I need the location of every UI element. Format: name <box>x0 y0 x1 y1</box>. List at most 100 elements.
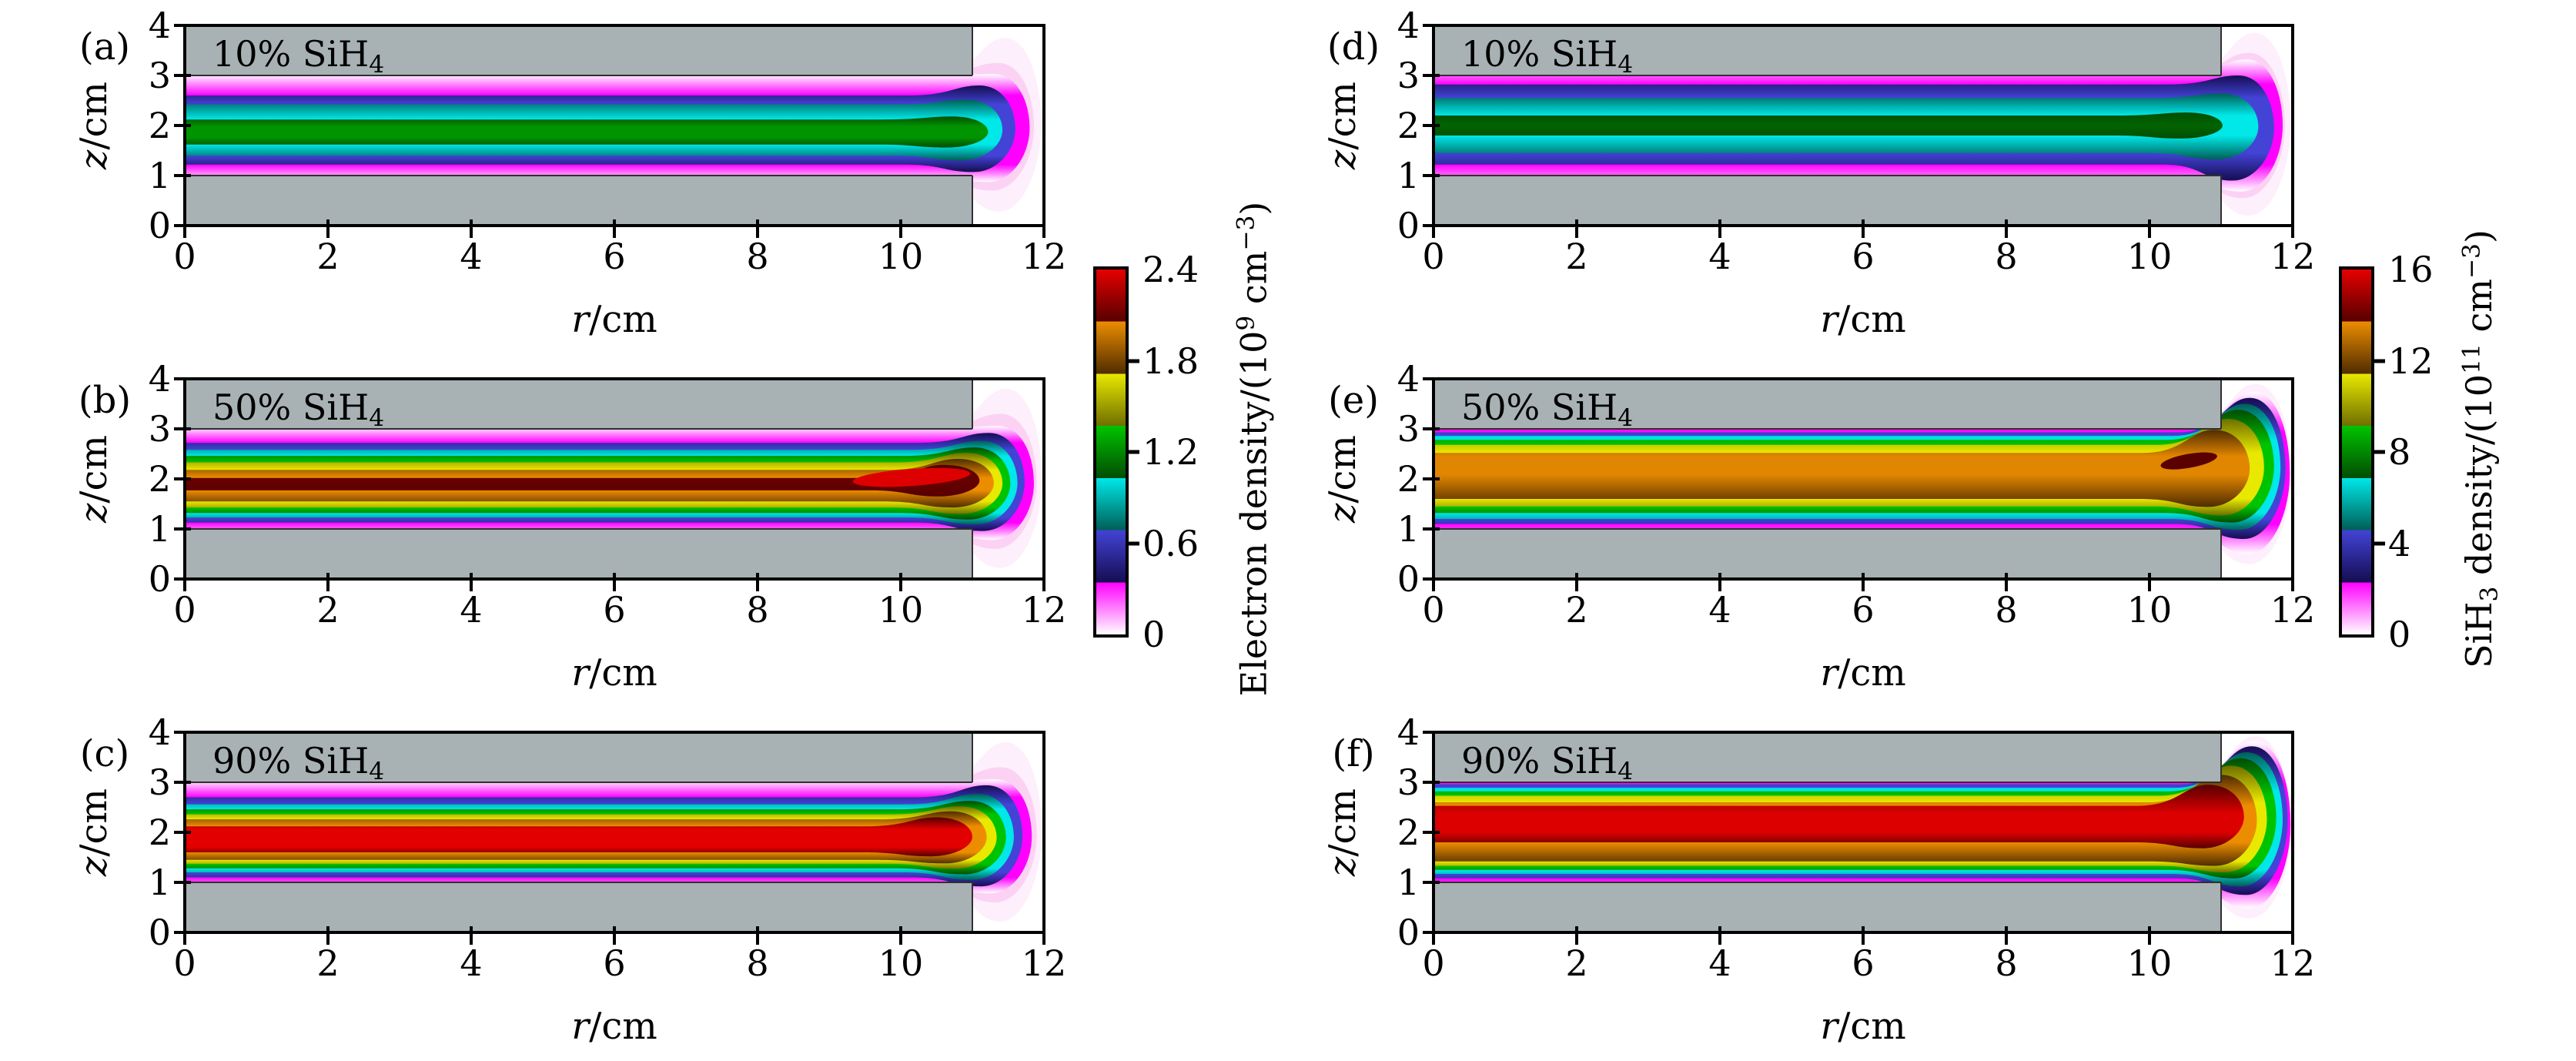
x-tick-label: 4 <box>1708 236 1731 277</box>
x-tick-label: 8 <box>746 942 769 984</box>
x-tick-label: 12 <box>2270 942 2316 984</box>
y-tick-label: 1 <box>1397 508 1420 550</box>
x-tick-label: 12 <box>1021 942 1067 984</box>
y-axis-label: z/cm <box>1321 82 1364 169</box>
x-tick-label: 12 <box>1021 236 1067 277</box>
x-axis-label: r/cm <box>1820 1005 1906 1048</box>
label-fragment: Electron density/(10 <box>1233 330 1275 697</box>
label-fragment: 90% SiH <box>212 740 370 782</box>
label-fragment: z <box>1321 503 1364 523</box>
colorbar-tick-label: 0.6 <box>1142 522 1199 564</box>
label-fragment: r <box>571 1005 590 1048</box>
label-fragment: r <box>1820 651 1838 695</box>
contour-band-o <box>1434 430 2250 507</box>
x-tick-label: 4 <box>460 589 483 631</box>
axis-ticks <box>174 731 1045 945</box>
axis-ticks <box>174 377 1045 591</box>
panel-title: 10% SiH4 <box>1461 35 1633 78</box>
y-tick-label: 4 <box>148 711 171 753</box>
contour-plot: 10% SiH4 <box>1423 24 2294 238</box>
label-fragment: 50% SiH <box>212 387 370 428</box>
label-fragment: −3 <box>1232 215 1260 251</box>
label-fragment: ) <box>1233 201 1275 216</box>
axis-ticks <box>174 24 1045 238</box>
y-tick-label: 2 <box>148 812 171 853</box>
label-fragment: 4 <box>369 757 385 785</box>
x-tick-label: 2 <box>1565 942 1588 984</box>
label-fragment: /cm <box>1838 298 1906 341</box>
label-fragment: 4 <box>1618 403 1634 432</box>
label-fragment: /cm <box>589 1005 657 1048</box>
x-tick-label: 8 <box>746 589 769 631</box>
y-tick-label: 0 <box>1397 558 1420 600</box>
electrode-edges <box>1434 732 2222 932</box>
label-fragment: z <box>72 503 115 523</box>
peak-density-blob <box>852 467 971 487</box>
label-fragment: /cm <box>1321 435 1364 504</box>
upper-electrode <box>1434 732 2221 782</box>
contour-plot: 50% SiH4 <box>174 377 1045 591</box>
label-fragment: z <box>1321 856 1364 876</box>
y-tick-label: 3 <box>1397 55 1420 96</box>
x-tick-label: 0 <box>173 589 196 631</box>
x-tick-label: 0 <box>1422 942 1445 984</box>
x-tick-label: 4 <box>1708 589 1731 631</box>
colorbar-tick-label: 0 <box>2388 614 2411 655</box>
x-tick-label: 8 <box>746 236 769 277</box>
contour-plot-canvas-d <box>1423 24 2294 238</box>
panel-title: 50% SiH4 <box>212 388 384 431</box>
label-fragment: ) <box>2457 229 2500 244</box>
label-fragment: /cm <box>1321 788 1364 857</box>
x-tick-label: 2 <box>316 942 340 984</box>
colorbar-tick-label: 16 <box>2388 249 2434 290</box>
label-fragment: z <box>72 856 115 876</box>
electrode-edges <box>185 379 973 579</box>
label-fragment: 11 <box>2457 343 2486 374</box>
x-axis-label: r/cm <box>571 1005 657 1048</box>
x-tick-label: 10 <box>878 942 924 984</box>
label-fragment: /cm <box>589 651 657 695</box>
colorbar-axis-label-sih3: SiH3 density/(1011 cm−3) <box>2457 229 2503 668</box>
y-tick-label: 0 <box>148 912 171 953</box>
x-tick-label: 4 <box>460 942 483 984</box>
label-fragment: 10% SiH <box>1461 33 1618 75</box>
contour-plot-canvas-b <box>174 377 1045 591</box>
y-axis-label: z/cm <box>72 435 115 523</box>
x-axis-label: r/cm <box>1820 298 1906 341</box>
colorbar-tick-label: 2.4 <box>1142 249 1199 290</box>
colorbar-tick-label: 4 <box>2388 522 2411 564</box>
x-axis-label: r/cm <box>571 298 657 341</box>
label-fragment: r <box>1820 298 1838 341</box>
upper-electrode <box>185 732 972 782</box>
colorbar-tick-label: 1.2 <box>1142 431 1199 473</box>
upper-electrode <box>1434 25 2221 75</box>
contour-plot-canvas-c <box>174 731 1045 945</box>
x-tick-label: 4 <box>1708 942 1731 984</box>
x-tick-label: 6 <box>603 589 626 631</box>
x-tick-label: 6 <box>603 236 626 277</box>
lower-electrode <box>185 882 972 932</box>
contour-band-g <box>1434 112 2223 139</box>
label-fragment: z <box>72 149 115 169</box>
label-fragment: 10% SiH <box>212 33 370 75</box>
label-fragment: /cm <box>72 788 115 857</box>
x-axis-label: r/cm <box>1820 651 1906 695</box>
contour-plot: 90% SiH4 <box>174 731 1045 945</box>
panel-f: (f) z/cm 90% SiH4 r/cm 0 2 4 6 8 10 12 0 1 2 3 4 <box>1321 715 2315 1048</box>
label-fragment: /cm <box>1321 82 1364 150</box>
label-fragment: cm <box>1233 250 1275 316</box>
x-tick-label: 6 <box>603 942 626 984</box>
contour-plot: 10% SiH4 <box>174 24 1045 238</box>
x-tick-label: 8 <box>1995 942 2018 984</box>
y-axis-label: z/cm <box>1321 435 1364 523</box>
x-tick-label: 8 <box>1995 236 2018 277</box>
contour-plot-canvas-f <box>1423 731 2294 945</box>
y-tick-label: 3 <box>1397 761 1420 803</box>
label-fragment: r <box>571 651 590 695</box>
y-tick-label: 2 <box>1397 105 1420 146</box>
contour-band-g <box>185 116 989 148</box>
panel-b: (b) z/cm 50% SiH4 r/cm 0 2 4 6 8 10 12 0 1 2 3 4 <box>72 361 1066 695</box>
y-tick-label: 3 <box>148 761 171 803</box>
y-axis-label: z/cm <box>72 82 115 169</box>
y-tick-label: 4 <box>1397 358 1420 400</box>
